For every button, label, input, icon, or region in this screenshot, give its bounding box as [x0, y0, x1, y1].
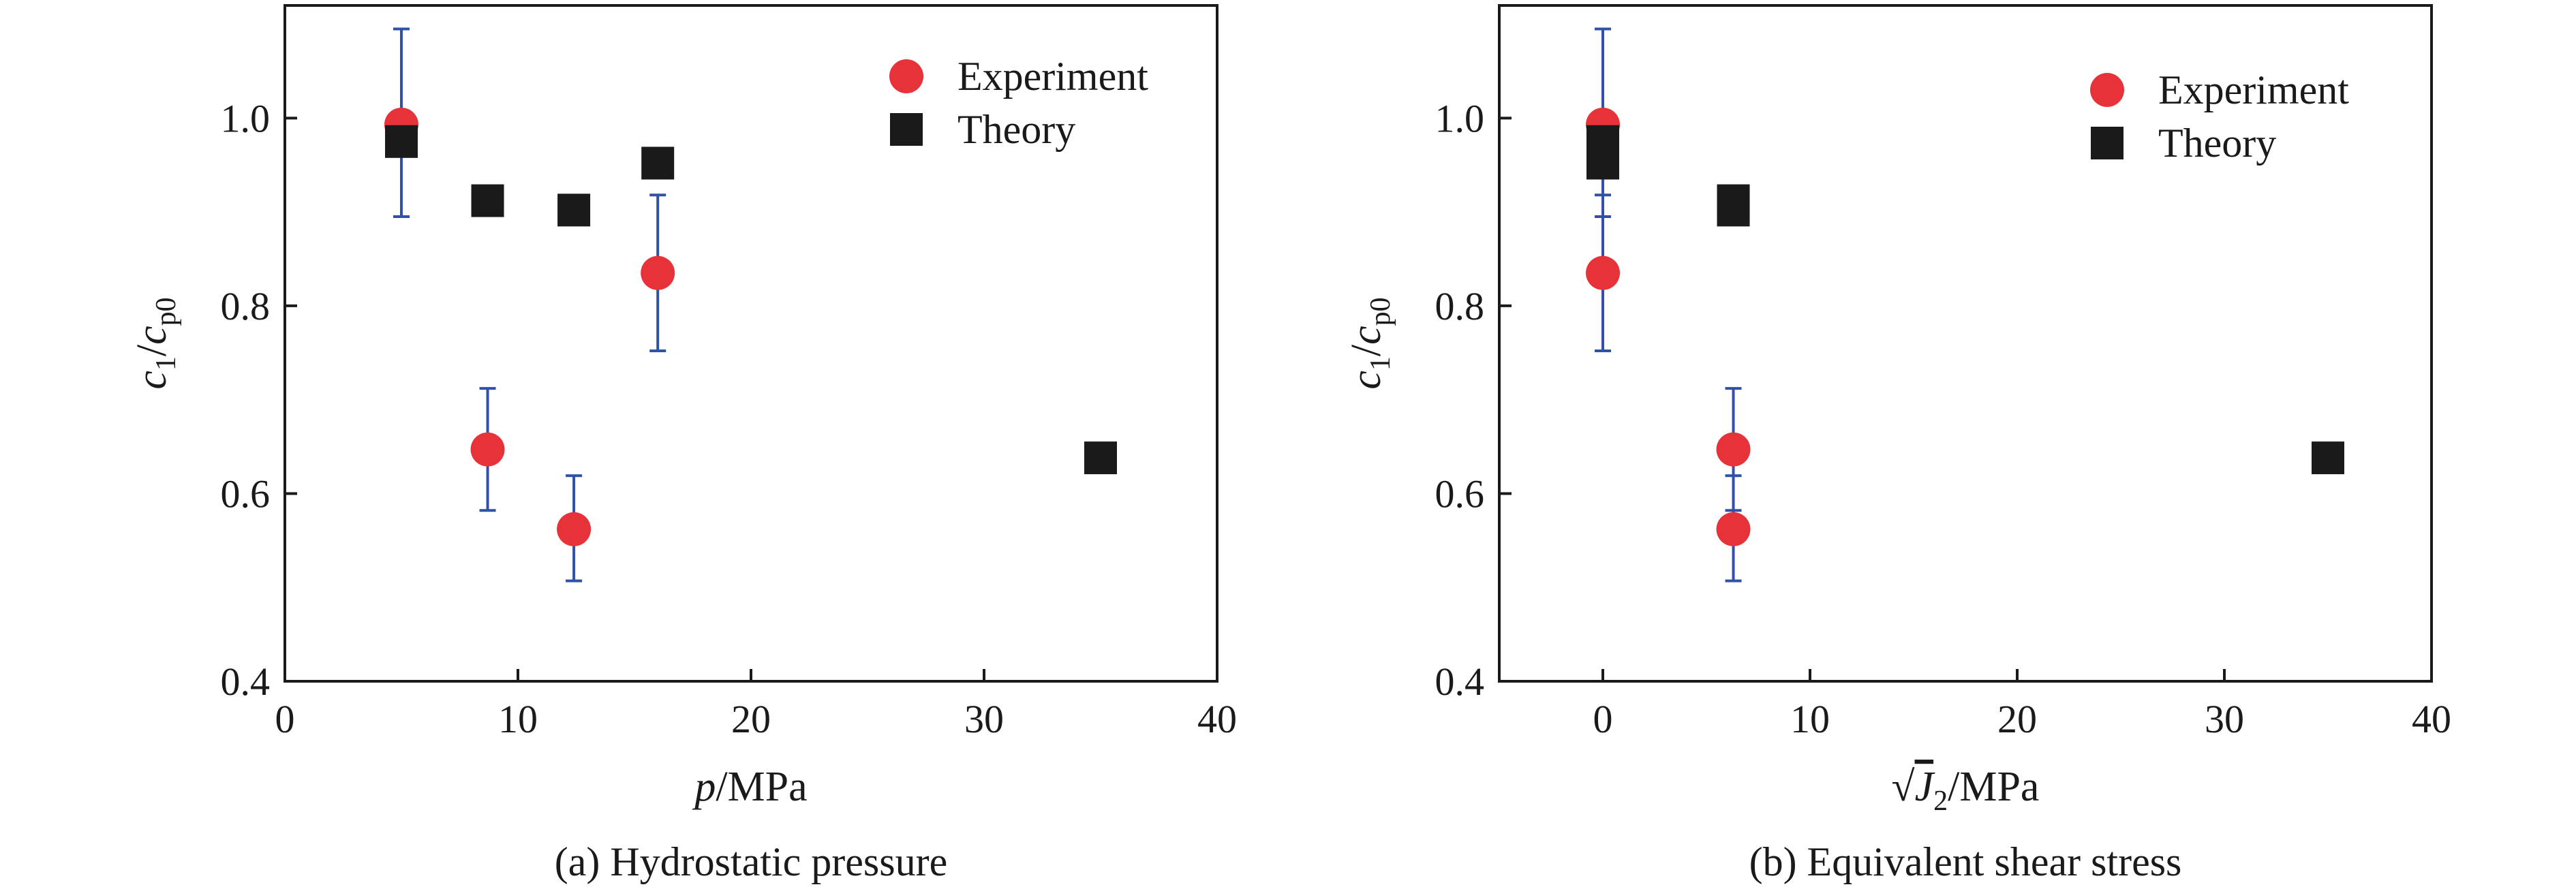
legend-marker-experiment — [889, 59, 923, 93]
x-label-var: p — [692, 764, 716, 810]
x-tick-label: 30 — [2205, 697, 2244, 741]
series-theory — [1586, 125, 2344, 475]
legend-label-experiment: Experiment — [2158, 67, 2349, 112]
series-experiment — [1586, 27, 1751, 582]
x-axis-label: p/MPa — [692, 764, 807, 810]
experiment-point — [1586, 255, 1620, 290]
x-tick-label: 40 — [1197, 697, 1237, 741]
legend: Experiment Theory — [2090, 67, 2349, 166]
theory-point — [1586, 146, 1619, 180]
x-tick-label: 10 — [498, 697, 538, 741]
x-label-var: J — [1915, 764, 1935, 810]
theory-point — [641, 146, 675, 180]
x-label-sub: 2 — [1933, 785, 1948, 817]
y-tick-label: 0.8 — [221, 284, 271, 328]
x-tick-label: 10 — [1790, 697, 1830, 741]
legend-label-theory: Theory — [2158, 121, 2276, 166]
y-tick-label: 0.6 — [1435, 471, 1485, 516]
y-label-sub2: p0 — [1365, 297, 1396, 326]
plot-frame — [1498, 4, 2433, 683]
experiment-point — [1716, 432, 1751, 467]
x-tick-label: 0 — [275, 697, 295, 741]
legend-label-experiment: Experiment — [957, 54, 1148, 99]
experiment-point — [470, 432, 505, 467]
legend-marker-theory — [2091, 127, 2123, 159]
experiment-point — [1716, 512, 1751, 546]
x-label-unit: /MPa — [716, 764, 807, 810]
y-label-slash: / — [129, 344, 175, 356]
y-tick-label: 1.0 — [221, 96, 271, 140]
y-label-sub1: 1 — [1365, 356, 1396, 371]
legend-marker-experiment — [2090, 73, 2124, 107]
panel-b: 0 10 20 30 400.40.60.81.0c1/cp0√J2/MPa(b) Eq… — [1343, 4, 2451, 884]
y-label-c: c — [129, 371, 175, 390]
theory-point — [471, 184, 504, 217]
experiment-point — [641, 255, 675, 290]
x-axis-label: √J2/MPa — [1892, 764, 2040, 817]
plot-frame — [283, 4, 1218, 683]
experiment-point — [557, 512, 592, 546]
y-label-slash: / — [1343, 344, 1390, 356]
x-tick-label: 40 — [2412, 697, 2451, 741]
panel-caption: (a) Hydrostatic pressure — [555, 839, 947, 884]
x-label-unit: /MPa — [1948, 764, 2039, 810]
series-theory — [385, 125, 1117, 475]
x-tick-label: 30 — [964, 697, 1004, 741]
y-label-sub2: p0 — [151, 297, 182, 326]
y-label-c2: c — [1343, 326, 1390, 345]
y-tick-label: 1.0 — [1435, 96, 1485, 140]
x-tick-label: 20 — [1997, 697, 2037, 741]
theory-point — [385, 125, 418, 158]
theory-point — [557, 193, 591, 227]
legend-marker-theory — [890, 113, 923, 146]
y-label-sub1: 1 — [151, 356, 182, 371]
y-axis-label: c1/cp0 — [1343, 297, 1396, 389]
x-label-sqrt: √ — [1892, 764, 1915, 810]
y-tick-label: 0.4 — [1435, 659, 1485, 704]
panel-caption: (b) Equivalent shear stress — [1749, 839, 2182, 884]
legend-label-theory: Theory — [957, 107, 1075, 152]
y-tick-label: 0.6 — [221, 471, 271, 516]
y-tick-label: 0.4 — [221, 659, 271, 704]
y-label-c: c — [1343, 371, 1390, 390]
legend: Experiment Theory — [889, 54, 1148, 152]
x-tick-label: 0 — [1593, 697, 1613, 741]
theory-point — [1717, 193, 1750, 227]
y-tick-label: 0.8 — [1435, 284, 1485, 328]
theory-point — [1084, 441, 1117, 475]
y-axis-label: c1/cp0 — [129, 297, 182, 389]
x-tick-label: 20 — [731, 697, 771, 741]
series-experiment — [384, 27, 675, 582]
theory-point — [2312, 441, 2344, 475]
y-label-c2: c — [129, 326, 175, 345]
